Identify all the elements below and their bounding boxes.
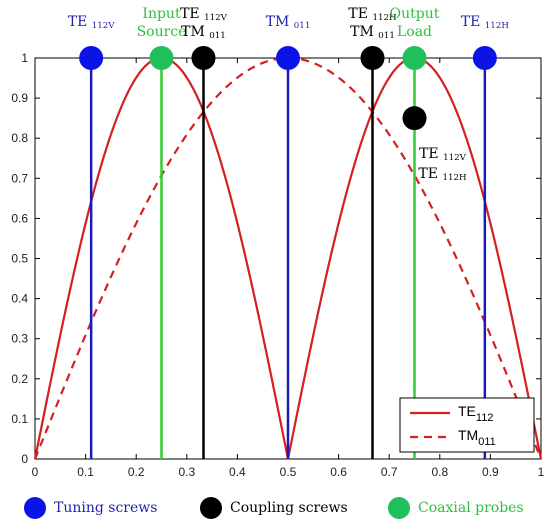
coupling-marker-dot [402, 106, 427, 131]
coupling-marker-label: TE 112V [180, 6, 228, 23]
legend-probe-label: Coaxial probes [418, 500, 524, 516]
x-tick-label: 0.2 [128, 465, 145, 479]
legend-tuning-label: Tuning screws [54, 500, 158, 516]
y-tick-label: 0.5 [11, 252, 28, 266]
legend-coupling-screws: Coupling screws [200, 496, 348, 520]
plot-axes: 0 0.1 0.2 0.3 0.4 0.5 0.6 0.7 0.8 0.9 1 0 0.1 0.2 0.3 0… [11, 51, 544, 479]
coupling-marker-label: TE 112V [419, 146, 467, 163]
resonator-field-chart: 0 0.1 0.2 0.3 0.4 0.5 0.6 0.7 0.8 0.9 1 0 0.1 0.2 0.3 0… [11, 6, 544, 479]
coupling-marker-label: TM 011 [350, 24, 395, 41]
tuning-marker-label: TE 112H [461, 14, 510, 31]
marker-dots [79, 46, 497, 131]
probe-marker-label: Source [137, 24, 187, 40]
probe-marker-dot [402, 46, 427, 70]
coupling-marker-label: TE 112H [418, 166, 467, 183]
coupling-marker-label: TM 011 [181, 24, 226, 41]
tuning-marker-dot [276, 46, 300, 70]
x-tick-label: 0 [32, 465, 39, 479]
legend-tuning-screws: Tuning screws [24, 496, 157, 520]
legend-coaxial-probes: Coaxial probes [388, 496, 524, 520]
x-tick-label: 0.6 [330, 465, 347, 479]
y-tick-label: 0.7 [11, 171, 28, 185]
tuning-marker-label: TM 011 [266, 14, 311, 31]
coupling-screw-dot-icon [200, 497, 222, 519]
y-tick-label: 0.2 [11, 372, 28, 386]
y-tick-label: 0.3 [11, 332, 28, 346]
inner-legend: TE112 TM011 [399, 397, 535, 453]
x-tick-label: 0.9 [482, 465, 499, 479]
legend-series-label: TE112 [458, 403, 493, 424]
probe-marker-label: Input [142, 6, 181, 22]
y-tick-label: 0.9 [11, 91, 28, 105]
bottom-legend: Tuning screws Coupling screws Coaxial pr… [0, 490, 550, 529]
coaxial-probe-dot-icon [388, 497, 410, 519]
x-tick-label: 0.3 [178, 465, 195, 479]
y-tick-label: 0.4 [11, 292, 28, 306]
legend-series-label: TM011 [458, 427, 496, 448]
tuning-marker-dot [472, 46, 497, 70]
x-tick-label: 1 [538, 465, 545, 479]
x-tick-label: 0.1 [77, 465, 94, 479]
coupling-marker-dot [360, 46, 385, 70]
x-tick-label: 0.4 [229, 465, 246, 479]
y-tick-label: 0.8 [11, 131, 28, 145]
y-tick-label: 0.6 [11, 211, 28, 225]
probe-marker-label: Output [390, 6, 440, 22]
tuning-marker-label: TE 112V [68, 14, 116, 31]
y-tick-label: 0 [21, 452, 28, 466]
x-tick-label: 0.8 [431, 465, 448, 479]
x-tick-label: 0.7 [381, 465, 398, 479]
tuning-screw-dot-icon [24, 497, 46, 519]
probe-marker-label: Load [397, 24, 432, 40]
probe-marker-dot [149, 46, 174, 70]
coupling-marker-dot [191, 46, 216, 70]
coupling-marker-label: TE 112H [348, 6, 397, 23]
inner-legend-box [399, 397, 535, 453]
x-tick-label: 0.5 [280, 465, 297, 479]
legend-coupling-label: Coupling screws [230, 500, 348, 516]
y-tick-label: 0.1 [11, 412, 28, 426]
tuning-marker-dot [79, 46, 104, 70]
y-tick-label: 1 [21, 51, 28, 65]
